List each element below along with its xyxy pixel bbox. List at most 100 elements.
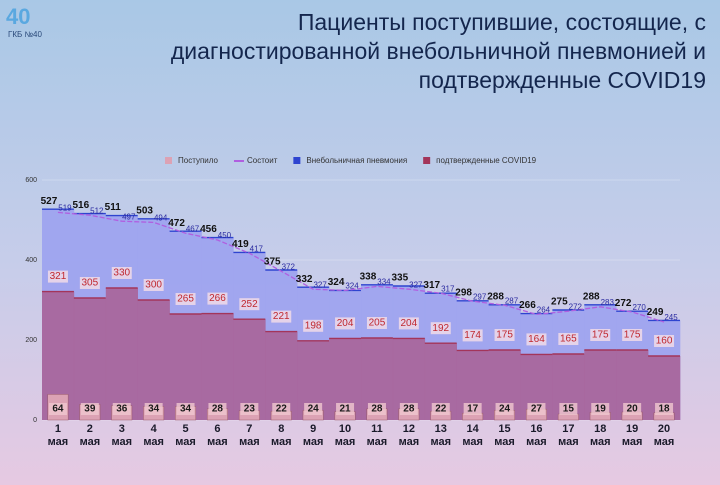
label-box: [494, 329, 515, 341]
legend-label: Поступило: [178, 156, 219, 165]
legend-swatch: [293, 157, 301, 164]
label-box: [175, 293, 196, 305]
legend-swatch: [165, 157, 172, 164]
data-label: 204: [337, 318, 354, 329]
label-box: [239, 298, 260, 311]
data-label: 503: [136, 205, 153, 216]
x-tick-label: 20 мая: [653, 423, 675, 448]
data-label: 28: [403, 404, 415, 415]
x-tick-label: 4 мая: [143, 423, 164, 448]
data-label: 327: [409, 280, 423, 289]
legend-label: подтвержденные COVID19: [436, 156, 537, 165]
data-label: 23: [244, 404, 256, 415]
label-box: [272, 403, 291, 415]
data-label: 36: [116, 404, 128, 415]
data-label: 28: [371, 404, 383, 415]
label-box: [111, 267, 132, 279]
data-label: 332: [296, 274, 313, 285]
data-label: 21: [339, 404, 351, 415]
data-label: 221: [273, 311, 290, 322]
label-box: [622, 329, 643, 341]
data-label: 456: [200, 224, 217, 235]
label-box: [336, 403, 355, 415]
logo-mark: 40: [6, 4, 31, 29]
label-box: [144, 403, 163, 415]
data-label: 64: [52, 404, 64, 415]
label-box: [79, 277, 100, 289]
label-box: [304, 403, 323, 415]
data-label: 324: [328, 277, 345, 288]
data-label: 252: [241, 299, 258, 310]
data-label: 511: [105, 202, 122, 213]
data-label: 305: [82, 278, 99, 289]
data-label: 249: [647, 307, 664, 318]
label-box: [48, 403, 67, 415]
y-tick-label: 400: [25, 257, 37, 264]
label-box: [623, 403, 642, 415]
data-label: 34: [180, 404, 192, 415]
x-tick-label: 15 мая: [494, 423, 515, 448]
data-label: 22: [435, 404, 447, 415]
data-label: 288: [487, 291, 504, 302]
label-box: [430, 322, 451, 335]
data-label: 20: [627, 404, 639, 415]
label-box: [495, 403, 514, 415]
data-label: 192: [432, 323, 449, 334]
data-label: 472: [168, 218, 185, 229]
area-step: [201, 313, 234, 420]
label-box: [143, 279, 164, 291]
data-label: 512: [90, 206, 104, 215]
data-label: 266: [209, 293, 226, 304]
x-tick-label: 13 мая: [430, 423, 452, 448]
label-box: [654, 335, 675, 347]
data-label: 266: [519, 300, 536, 311]
x-tick-label: 16 мая: [526, 423, 547, 448]
legend: Поступило Состоит Внебольничная пневмония п…: [165, 156, 537, 165]
data-label: 198: [305, 320, 322, 331]
data-label: 335: [392, 273, 409, 284]
x-tick-label: 11 мая: [366, 423, 388, 448]
label-box: [80, 403, 99, 415]
data-label: 300: [145, 280, 162, 291]
label-box: [207, 292, 228, 305]
label-box: [559, 403, 578, 415]
y-tick-label: 600: [25, 177, 37, 184]
label-box: [399, 403, 418, 415]
x-tick-label: 6 мая: [207, 423, 228, 448]
label-box: [208, 403, 227, 415]
data-label: 527: [41, 196, 58, 207]
label-box: [367, 403, 386, 415]
x-tick-label: 5 мая: [175, 423, 196, 448]
x-tick-label: 19 мая: [621, 423, 643, 448]
data-label: 175: [624, 330, 641, 341]
data-label: 24: [308, 404, 320, 415]
data-label: 28: [212, 404, 224, 415]
data-label: 419: [232, 239, 249, 250]
data-label: 18: [658, 404, 670, 415]
y-tick-label: 0: [33, 417, 37, 424]
label-box: [398, 317, 419, 330]
data-label: 327: [313, 280, 327, 289]
line: [57, 211, 665, 323]
data-label: 467: [186, 224, 200, 233]
data-label: 265: [177, 294, 194, 305]
data-label: 15: [563, 404, 575, 415]
x-tick-label: 8 мая: [270, 423, 292, 448]
label-box: [526, 333, 547, 346]
label-box: [462, 329, 483, 342]
data-label: 330: [113, 268, 130, 279]
data-label: 175: [496, 330, 513, 341]
x-tick-label: 3 мая: [111, 423, 133, 448]
logo-name: ГКБ №40: [8, 30, 42, 39]
data-label: 27: [531, 404, 543, 415]
label-box: [176, 403, 195, 415]
data-label: 450: [218, 231, 232, 240]
area-step: [137, 300, 170, 420]
label-box: [591, 403, 610, 415]
data-label: 24: [499, 404, 511, 415]
data-label: 334: [377, 278, 391, 287]
data-label: 324: [345, 282, 359, 291]
label-box: [303, 319, 324, 332]
